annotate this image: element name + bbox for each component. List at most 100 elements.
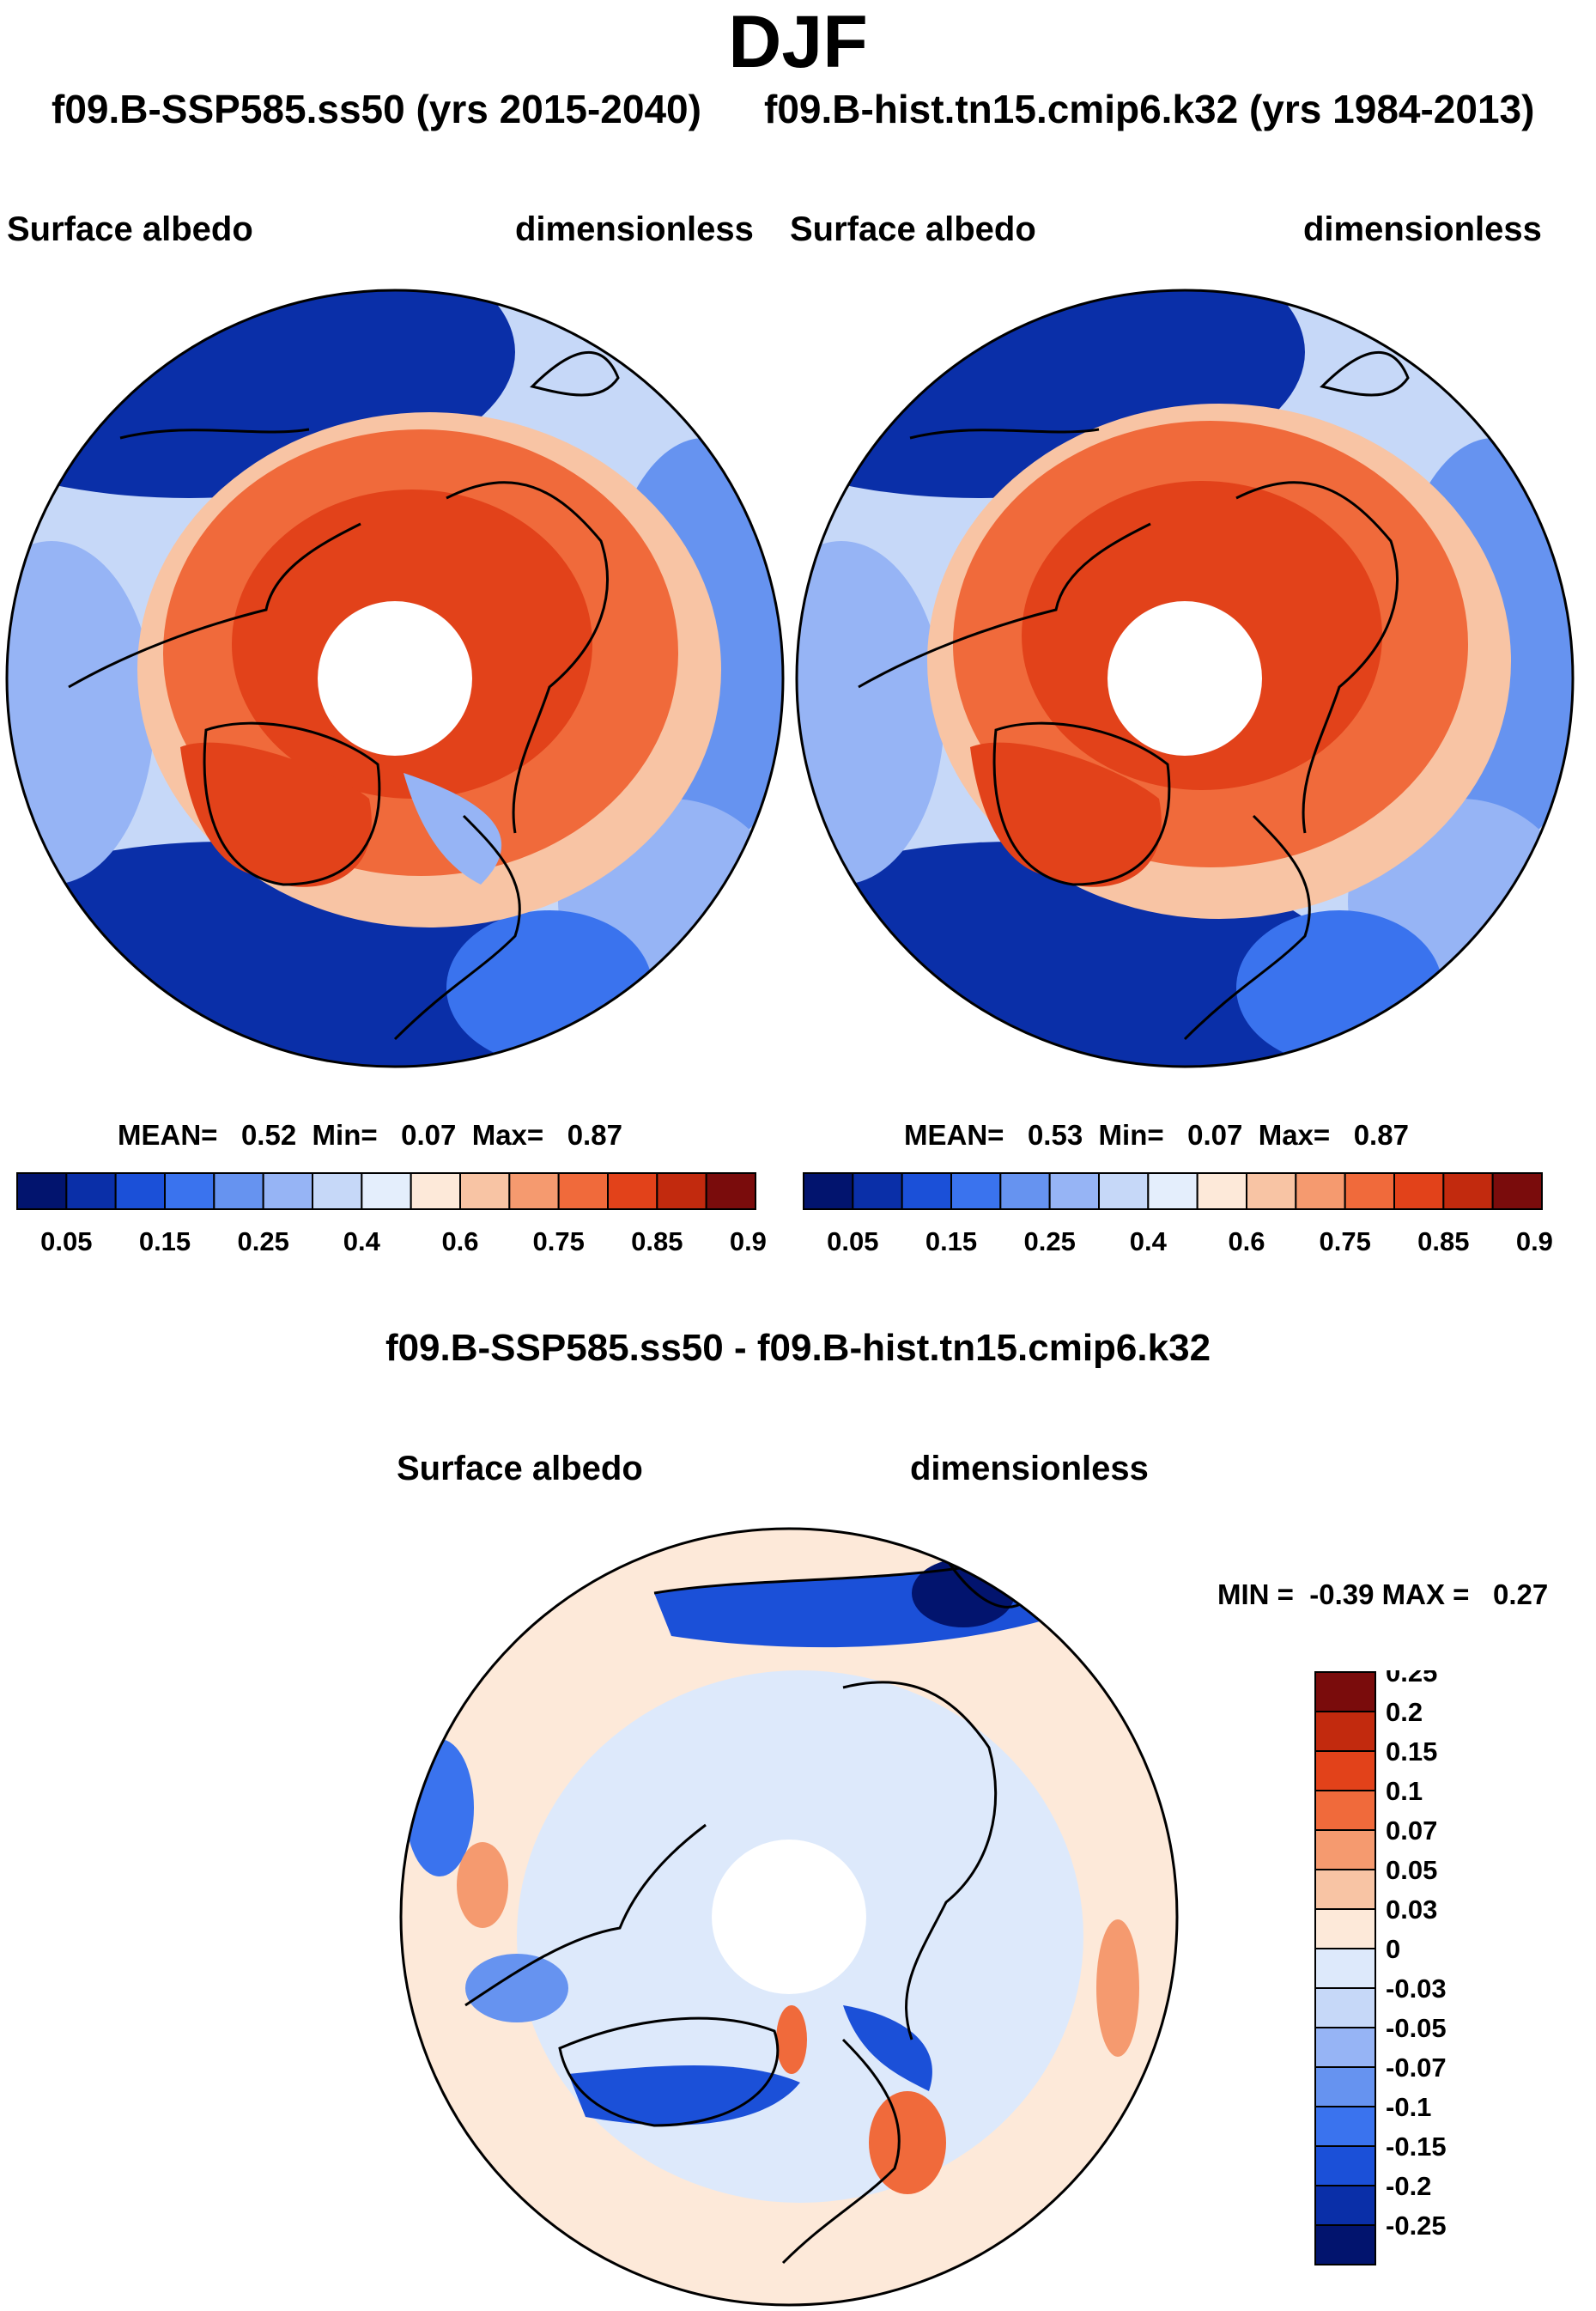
diff-variable-label: Surface albedo xyxy=(397,1450,643,1487)
diff-colorbar: -0.25 -0.2 -0.15 -0.1 -0.07 -0.05 -0.03 0 0.03 0.… xyxy=(1314,1670,1447,2265)
diff-colorbar-swatch xyxy=(1314,2185,1376,2226)
panel1-colorbar-swatch xyxy=(557,1172,610,1210)
diff-title: f09.B-SSP585.ss50 - f09.B-hist.tn15.cmip… xyxy=(385,1327,1211,1369)
panel1-colorbar-tick-label: 0.25 xyxy=(237,1226,288,1256)
diff-colorbar-tick-label: 0.1 xyxy=(1386,1776,1423,1806)
panel2-max-label: Max= xyxy=(1258,1119,1331,1151)
panel2-colorbar-swatch xyxy=(803,1172,854,1210)
panel1-colorbar-swatch xyxy=(607,1172,658,1210)
panel1-stats: MEAN= 0.52 Min= 0.07 Max= 0.87 xyxy=(118,1119,622,1152)
panel1-min-value: 0.07 xyxy=(401,1119,457,1151)
diff-min-label: MIN = xyxy=(1217,1578,1294,1610)
diff-map xyxy=(399,1527,1179,2307)
panel1-colorbar-tick-label: 0.95 xyxy=(730,1226,768,1256)
panel1-max-value: 0.87 xyxy=(567,1119,622,1151)
diff-min-value: -0.39 xyxy=(1309,1578,1375,1610)
panel2-colorbar-swatch xyxy=(1048,1172,1100,1210)
panel1-colorbar-tick-label: 0.6 xyxy=(441,1226,478,1256)
panel1-max-label: Max= xyxy=(471,1119,544,1151)
diff-colorbar-tick-label: -0.05 xyxy=(1386,2013,1447,2043)
panel1-colorbar-swatch xyxy=(65,1172,117,1210)
diff-max-label: MAX = xyxy=(1381,1578,1470,1610)
diff-colorbar-tick-label: 0.07 xyxy=(1386,1815,1437,1846)
panel2-colorbar-tick-label: 0.15 xyxy=(925,1226,977,1256)
panel2-colorbar: 0.05 0.15 0.25 0.4 0.6 0.75 0.85 0.95 xyxy=(803,1172,1554,1256)
panel2-colorbar-swatch xyxy=(1246,1172,1297,1210)
panel2-min-label: Min= xyxy=(1098,1119,1164,1151)
panel2-colorbar-tick-label: 0.85 xyxy=(1417,1226,1469,1256)
diff-colorbar-swatch xyxy=(1314,1869,1376,1910)
diff-colorbar-tick-label: 0 xyxy=(1386,1934,1400,1964)
diff-colorbar-swatch xyxy=(1314,1671,1376,1712)
panel1-colorbar-swatch xyxy=(164,1172,215,1210)
panel1-map xyxy=(5,289,785,1068)
panel2-colorbar-tick-label: 0.25 xyxy=(1023,1226,1075,1256)
panel1-colorbar-swatch xyxy=(459,1172,511,1210)
diff-colorbar-swatch xyxy=(1314,1829,1376,1870)
panel2-mean-value: 0.53 xyxy=(1027,1119,1083,1151)
diff-colorbar-tick-label: -0.07 xyxy=(1386,2053,1447,2083)
diff-colorbar-tick-label: 0.15 xyxy=(1386,1736,1437,1767)
diff-colorbar-tick-label: 0.03 xyxy=(1386,1894,1437,1925)
panel2-colorbar-tick-label: 0.4 xyxy=(1130,1226,1168,1256)
panel1-colorbar-tick-label: 0.85 xyxy=(631,1226,683,1256)
diff-units-label: dimensionless xyxy=(910,1450,1149,1487)
panel2-colorbar-swatch xyxy=(1147,1172,1199,1210)
diff-max-value: 0.27 xyxy=(1492,1578,1549,1610)
diff-colorbar-tick-label: 0.2 xyxy=(1386,1697,1423,1727)
panel1-mean-value: 0.52 xyxy=(240,1119,297,1151)
panel1-variable-label: Surface albedo xyxy=(7,210,253,248)
panel2-colorbar-tick-label: 0.75 xyxy=(1319,1226,1370,1256)
panel2-colorbar-swatch xyxy=(999,1172,1051,1210)
panel1-colorbar-swatch xyxy=(16,1172,68,1210)
panel1-colorbar-swatch xyxy=(656,1172,707,1210)
panel2-mean-label: MEAN= xyxy=(904,1119,1004,1151)
panel2-colorbar-tick-label: 0.05 xyxy=(827,1226,878,1256)
panel2-colorbar-swatch xyxy=(950,1172,1002,1210)
panel2-colorbar-swatch xyxy=(1196,1172,1247,1210)
panel1-colorbar-swatch xyxy=(114,1172,166,1210)
panel2-colorbar-swatch xyxy=(1098,1172,1150,1210)
diff-colorbar-tick-label: -0.25 xyxy=(1386,2211,1447,2241)
diff-colorbar-swatch xyxy=(1314,1948,1376,1989)
panel2-colorbar-swatch xyxy=(901,1172,952,1210)
diff-colorbar-tick-label: -0.1 xyxy=(1386,2092,1431,2122)
panel1-colorbar-swatch xyxy=(262,1172,313,1210)
panel1-colorbar: 0.05 0.15 0.25 0.4 0.6 0.75 0.85 0.95 xyxy=(16,1172,768,1256)
diff-colorbar-swatch xyxy=(1314,1711,1376,1752)
panel2-units-label: dimensionless xyxy=(1303,210,1542,248)
panel1-colorbar-swatch xyxy=(508,1172,560,1210)
diff-colorbar-swatch xyxy=(1314,2027,1376,2068)
diff-colorbar-swatch xyxy=(1314,2066,1376,2107)
main-title: DJF xyxy=(728,1,868,83)
diff-colorbar-swatch xyxy=(1314,1908,1376,1949)
diff-colorbar-swatch xyxy=(1314,2106,1376,2147)
diff-colorbar-tick-label: 0.05 xyxy=(1386,1855,1437,1885)
panel1-colorbar-tick-label: 0.05 xyxy=(40,1226,92,1256)
panel1-colorbar-swatch xyxy=(361,1172,412,1210)
panel1-mean-label: MEAN= xyxy=(118,1119,218,1151)
panel1-units-label: dimensionless xyxy=(515,210,754,248)
panel1-colorbar-tick-label: 0.4 xyxy=(343,1226,381,1256)
panel1-colorbar-swatch xyxy=(312,1172,363,1210)
panel1-colorbar-tick-label: 0.15 xyxy=(139,1226,191,1256)
diff-colorbar-tick-label: -0.03 xyxy=(1386,1973,1447,2004)
panel2-max-value: 0.87 xyxy=(1353,1119,1409,1151)
subtitle-right: f09.B-hist.tn15.cmip6.k32 (yrs 1984-2013… xyxy=(764,87,1535,131)
panel1-min-label: Min= xyxy=(312,1119,378,1151)
panel2-variable-label: Surface albedo xyxy=(790,210,1036,248)
panel2-colorbar-tick-label: 0.95 xyxy=(1516,1226,1554,1256)
panel1-colorbar-swatch xyxy=(705,1172,757,1210)
diff-colorbar-tick-label: 0.25 xyxy=(1386,1670,1437,1688)
subtitle-left: f09.B-SSP585.ss50 (yrs 2015-2040) xyxy=(52,87,701,131)
panel2-colorbar-swatch xyxy=(1295,1172,1346,1210)
panel1-colorbar-swatch xyxy=(213,1172,264,1210)
panel2-stats: MEAN= 0.53 Min= 0.07 Max= 0.87 xyxy=(904,1119,1409,1152)
diff-stats: MIN = -0.39 MAX = 0.27 xyxy=(1217,1578,1548,1611)
diff-colorbar-swatch xyxy=(1314,1987,1376,2028)
diff-colorbar-tick-label: -0.15 xyxy=(1386,2132,1447,2162)
panel2-colorbar-swatch xyxy=(1442,1172,1494,1210)
panel2-colorbar-swatch xyxy=(1344,1172,1396,1210)
panel2-min-value: 0.07 xyxy=(1187,1119,1243,1151)
panel2-colorbar-swatch xyxy=(1491,1172,1544,1210)
